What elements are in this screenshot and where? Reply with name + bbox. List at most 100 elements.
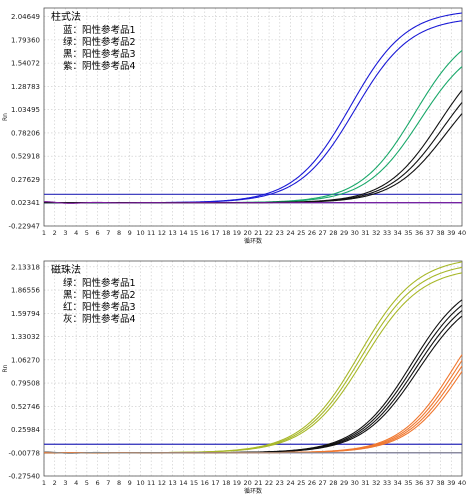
x-tick-label: 14 <box>179 229 187 237</box>
chart-panel-column-method: 2.04649 1.79360 1.54072 1.28783 1.03495 0.782… <box>0 0 474 248</box>
y-axis-label: Rn <box>2 113 9 121</box>
y-tick-label: -0.22947 <box>9 223 40 231</box>
x-axis-label: 循环数 <box>244 487 262 495</box>
x-tick-label: 37 <box>426 479 434 487</box>
x-tick-label: 6 <box>96 479 100 487</box>
x-tick-label: 40 <box>458 229 466 237</box>
x-tick-label: 7 <box>106 479 110 487</box>
y-tick-label: 1.86556 <box>11 287 40 295</box>
x-tick-label: 25 <box>297 479 305 487</box>
x-tick-label: 38 <box>436 479 444 487</box>
plot-frame <box>43 260 463 477</box>
x-tick-label: 23 <box>276 479 284 487</box>
x-tick-label: 29 <box>340 229 348 237</box>
x-axis-label: 循环数 <box>244 237 262 245</box>
x-tick-label: 40 <box>458 479 466 487</box>
chart-column-method: 2.04649 1.79360 1.54072 1.28783 1.03495 0.782… <box>0 0 474 248</box>
x-tick-label: 11 <box>147 229 155 237</box>
chart-bead-method: 2.13318 1.86556 1.59794 1.33032 1.06270 0.795… <box>0 252 474 499</box>
x-tick-label: 17 <box>211 479 219 487</box>
y-tick-label: 1.03495 <box>11 106 40 114</box>
x-tick-label: 24 <box>286 479 294 487</box>
x-tick-label: 13 <box>168 479 176 487</box>
y-tick-label: -0.27540 <box>9 473 40 481</box>
x-tick-label: 4 <box>74 229 78 237</box>
y-tick-label: 0.25984 <box>11 426 40 434</box>
x-tick-label: 16 <box>201 229 209 237</box>
x-tick-label: 19 <box>233 229 241 237</box>
x-tick-label: 6 <box>96 229 100 237</box>
x-tick-label: 31 <box>361 479 369 487</box>
x-tick-label: 15 <box>190 229 198 237</box>
chart-title: 磁珠法 <box>51 263 81 276</box>
x-tick-label: 34 <box>394 229 402 237</box>
series-group <box>44 12 463 204</box>
x-tick-label: 12 <box>158 479 166 487</box>
x-tick-label: 23 <box>276 229 284 237</box>
x-tick-label: 36 <box>415 479 423 487</box>
x-tick-label: 13 <box>168 229 176 237</box>
x-tick-label: 18 <box>222 479 230 487</box>
y-tick-label: 2.04649 <box>11 13 40 21</box>
x-tick-label: 21 <box>254 229 262 237</box>
x-tick-label: 24 <box>286 229 294 237</box>
y-tick-label: 1.06270 <box>11 356 40 364</box>
y-tick-label: 1.28783 <box>11 83 40 91</box>
y-tick-label: 0.79508 <box>11 380 40 388</box>
y-tick-label: 1.79360 <box>11 36 40 44</box>
x-tick-label: 38 <box>436 229 444 237</box>
x-tick-label: 30 <box>351 479 359 487</box>
x-tick-label: 20 <box>244 479 252 487</box>
x-tick-label: 31 <box>361 229 369 237</box>
x-tick-label: 1 <box>42 229 46 237</box>
x-tick-label: 27 <box>319 479 327 487</box>
x-tick-label: 21 <box>254 479 262 487</box>
x-tick-label: 29 <box>340 479 348 487</box>
x-tick-label: 25 <box>297 229 305 237</box>
x-tick-label: 9 <box>128 229 132 237</box>
x-tick-label: 3 <box>63 229 67 237</box>
x-tick-label: 10 <box>136 479 144 487</box>
x-tick-label: 10 <box>136 229 144 237</box>
x-tick-label: 15 <box>190 479 198 487</box>
x-tick-label: 5 <box>85 229 89 237</box>
y-tick-label: 1.54072 <box>11 60 40 68</box>
x-tick-label: 7 <box>106 229 110 237</box>
x-tick-label: 4 <box>74 479 78 487</box>
legend-entry: 绿：阳性参考品2 <box>63 36 136 48</box>
x-tick-label: 35 <box>404 479 412 487</box>
y-tick-label: 0.27629 <box>11 176 40 184</box>
x-tick-label: 28 <box>329 229 337 237</box>
x-tick-label: 30 <box>351 229 359 237</box>
x-tick-label: 27 <box>319 229 327 237</box>
x-tick-label: 1 <box>42 479 46 487</box>
legend-entry: 灰：阴性参考品4 <box>63 313 136 325</box>
x-tick-label: 8 <box>117 229 121 237</box>
x-tick-label: 2 <box>53 479 57 487</box>
x-tick-label: 33 <box>383 229 391 237</box>
x-tick-label: 34 <box>394 479 402 487</box>
x-tick-label: 32 <box>372 229 380 237</box>
x-tick-label: 36 <box>415 229 423 237</box>
x-tick-label: 11 <box>147 479 155 487</box>
legend-entry: 蓝：阳性参考品1 <box>63 24 136 36</box>
x-tick-label: 26 <box>308 479 316 487</box>
x-tick-label: 28 <box>329 479 337 487</box>
y-axis-label: Rn <box>2 364 9 372</box>
y-tick-label: 0.52746 <box>11 403 40 411</box>
x-tick-label: 2 <box>53 229 57 237</box>
y-tick-label: 0.78206 <box>11 129 40 137</box>
series-line <box>44 451 462 454</box>
x-tick-label: 39 <box>447 229 455 237</box>
legend-entry: 黑：阳性参考品2 <box>63 289 136 301</box>
legend-entry: 红：阳性参考品3 <box>63 301 136 313</box>
x-tick-label: 20 <box>244 229 252 237</box>
y-tick-label: 0.52918 <box>11 153 40 161</box>
legend-entry: 绿：阳性参考品1 <box>63 277 136 289</box>
x-tick-label: 9 <box>128 479 132 487</box>
series-group <box>44 261 463 454</box>
x-tick-label: 14 <box>179 479 187 487</box>
x-tick-label: 18 <box>222 229 230 237</box>
x-tick-label: 39 <box>447 479 455 487</box>
x-tick-label: 3 <box>63 479 67 487</box>
